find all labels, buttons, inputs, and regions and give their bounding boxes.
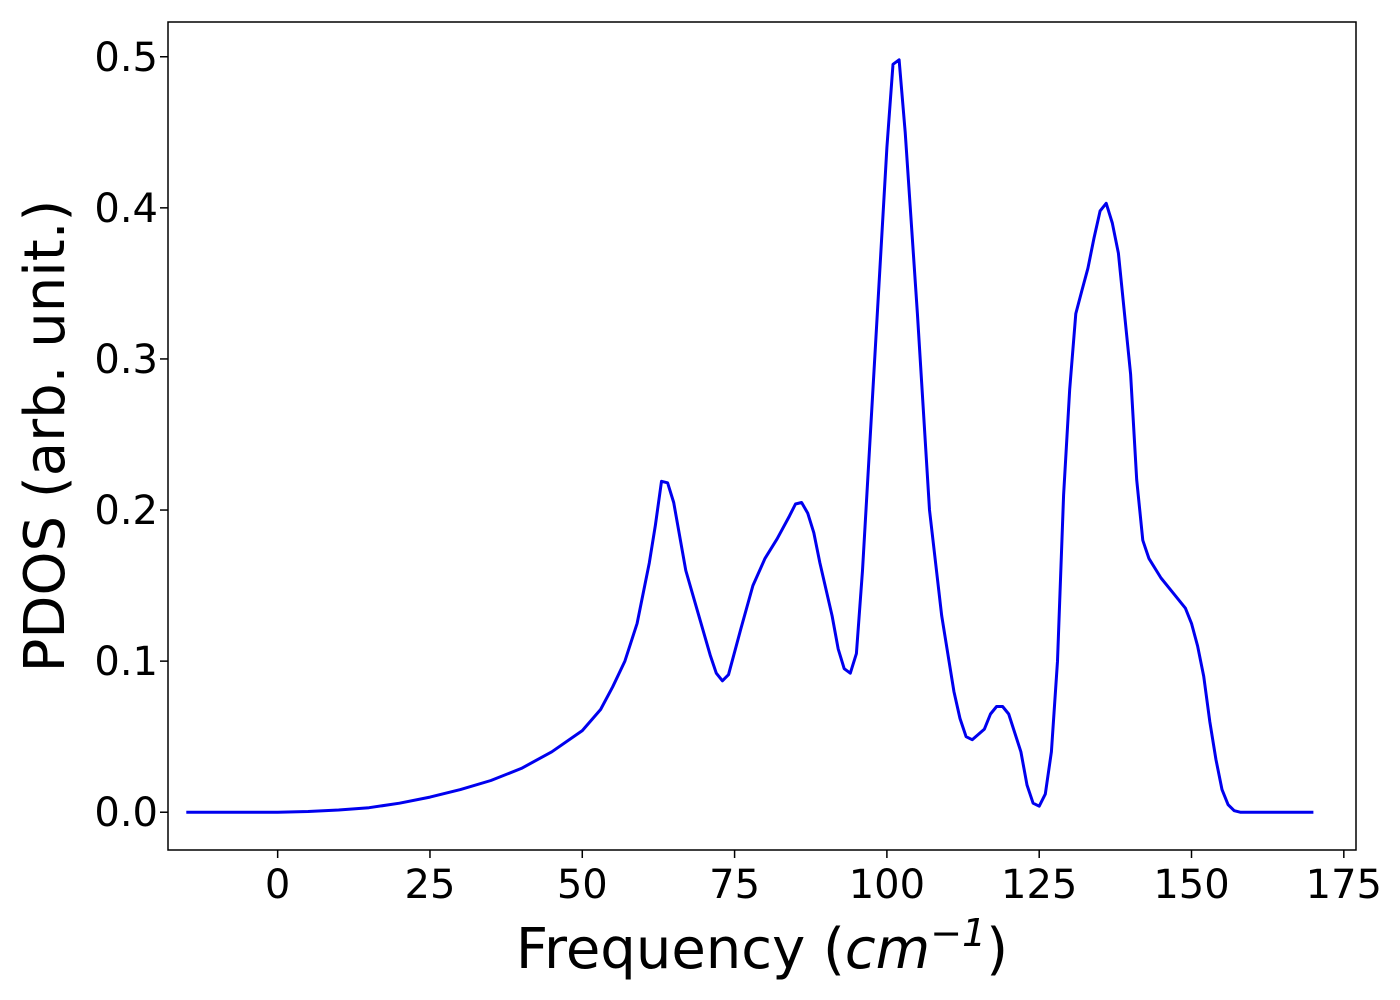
y-tick-label: 0.0 (94, 790, 158, 836)
x-axis-unit-exp: −1 (930, 911, 986, 955)
x-tick-label: 125 (1001, 862, 1077, 908)
plot-frame (167, 21, 1357, 851)
plot-background (168, 22, 1356, 850)
y-tick-label: 0.5 (94, 35, 158, 81)
y-tick-label: 0.1 (94, 639, 158, 685)
x-tick-label: 0 (265, 862, 290, 908)
x-tick-label: 25 (405, 862, 456, 908)
y-tick-label: 0.4 (94, 186, 158, 232)
x-axis-title: Frequency (cm−1) (516, 911, 1008, 982)
x-tick-label: 75 (709, 862, 760, 908)
x-axis-unit-base: cm (845, 917, 930, 982)
x-tick-label: 175 (1306, 862, 1382, 908)
x-tick-label: 150 (1153, 862, 1229, 908)
x-tick-label: 50 (557, 862, 608, 908)
ticks: 0 25 50 75 100 125 150 175 0.0 0.1 0.2 0.3 0.4 0.5 (94, 35, 1382, 908)
y-tick-label: 0.3 (94, 337, 158, 383)
x-axis-label-text: Frequency (516, 917, 805, 982)
x-tick-label: 100 (849, 862, 925, 908)
pdos-series-line (186, 58, 1314, 814)
y-axis-title: PDOS (arb. unit.) (13, 200, 78, 673)
y-tick-label: 0.2 (94, 488, 158, 534)
